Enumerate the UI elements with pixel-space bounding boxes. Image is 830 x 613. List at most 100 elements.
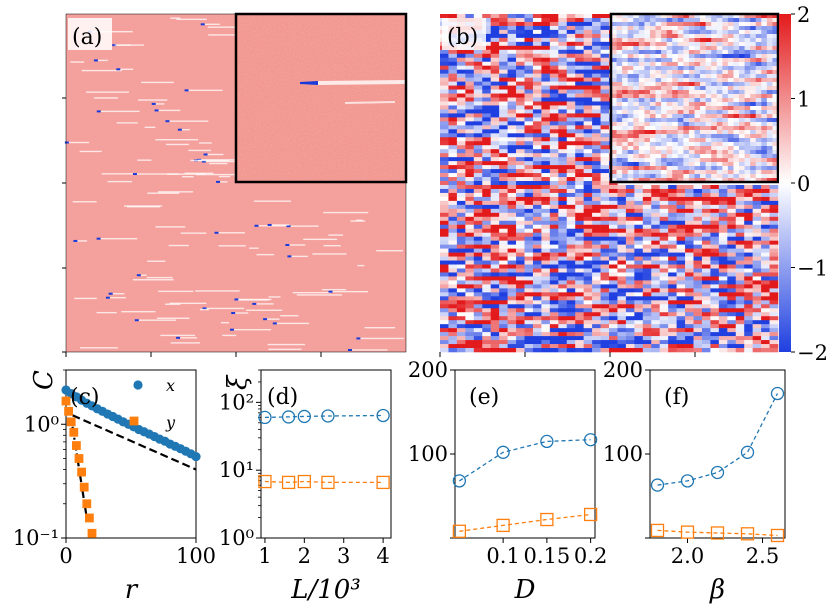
inset-a-blue-streak: [300, 81, 318, 85]
data-point-x: [297, 409, 311, 424]
colorbar-tick-label: −2: [797, 341, 828, 365]
data-point-x: [496, 445, 510, 459]
fit-line-dashed: [72, 414, 197, 471]
panel-b-heatmap: (b) 2 1 0 −1 −2: [439, 3, 828, 365]
data-point-y: [376, 475, 390, 490]
x-tick-label: 0.15: [523, 544, 570, 568]
x-tick-label: 4: [376, 544, 389, 568]
inset-b-frame: [609, 12, 780, 184]
x-axis-label: r: [125, 575, 139, 605]
data-point-x: [770, 386, 785, 401]
data-point-y: [452, 524, 467, 538]
panel-a-streaks: [64, 17, 404, 351]
data-point-y: [69, 427, 79, 437]
colorbar-tick-label: 0: [797, 172, 810, 196]
x-tick-label: 2.5: [746, 544, 779, 568]
x-tick-label: 3: [337, 544, 350, 568]
series-line-x: [657, 393, 779, 486]
y-axis-label: ξ: [223, 374, 253, 390]
data-point-y: [64, 406, 73, 416]
colorbar-tick-label: 2: [797, 3, 810, 27]
panel-b-inset-cells: [611, 14, 779, 183]
x-tick-label: 2: [298, 544, 311, 568]
data-point-x: [650, 478, 665, 492]
panel-a-label: (a): [72, 25, 102, 50]
data-point-x: [583, 433, 598, 447]
panel-f-label: (f): [664, 385, 689, 410]
y-tick-label: 10⁰: [24, 412, 59, 436]
data-point-x: [321, 409, 335, 423]
panel-c-correlation: 0 100 10⁰ 10⁻¹ (c) r C xy: [13, 369, 216, 605]
y-tick-label: 100: [408, 442, 448, 466]
legend-marker-y: [129, 416, 139, 426]
data-point-y: [72, 441, 81, 450]
data-point-y: [770, 528, 785, 543]
data-point-x: [281, 410, 296, 424]
data-point-y: [79, 482, 89, 492]
panel-d-xi-vs-L: 1 2 3 4 10⁰ 10¹ 10² (d) L/10³ ξ: [219, 369, 392, 605]
series-line-y: [264, 480, 384, 484]
colorbar-tick-label: −1: [797, 257, 828, 281]
y-tick-label: 100: [603, 442, 643, 466]
data-point-y: [77, 467, 86, 477]
data-point-y: [297, 474, 311, 489]
y-tick-label: 200: [408, 358, 448, 382]
data-point-y: [258, 474, 272, 489]
panel-a-heatmap: (a): [62, 12, 408, 357]
y-tick-label: 200: [603, 358, 643, 382]
data-point-y: [740, 527, 755, 541]
data-point-y: [74, 454, 84, 463]
data-point-y: [583, 507, 598, 522]
y-axis-label: C: [29, 370, 59, 390]
data-point-y: [680, 525, 695, 539]
legend-label-y: y: [165, 413, 176, 432]
data-point-x: [258, 410, 272, 425]
x-tick-label: 100: [176, 544, 216, 568]
series-line-y: [657, 529, 778, 537]
legend-marker-x: [133, 380, 143, 390]
panel-e-label: (e): [469, 385, 499, 410]
y-tick-label: 10²: [219, 390, 254, 414]
y-tick-label: 10⁻¹: [13, 526, 59, 550]
data-point-y: [87, 528, 97, 538]
x-tick-label: 0.2: [574, 544, 607, 568]
data-point-y: [321, 475, 335, 490]
data-point-y: [281, 475, 296, 490]
data-point-x: [740, 445, 755, 459]
panel-c-label: (c): [70, 385, 100, 410]
data-point-y: [710, 526, 725, 540]
y-tick-label: 10¹: [219, 458, 254, 482]
panel-d-label: (d): [267, 385, 298, 410]
series-line-x: [459, 439, 591, 482]
panel-b-label: (b): [447, 25, 478, 50]
data-point-x: [710, 465, 725, 480]
data-point-x: [376, 408, 390, 423]
x-tick-label: 2.0: [671, 544, 704, 568]
data-point-x: [452, 474, 467, 488]
x-axis-label: D: [514, 575, 536, 605]
panel-f-xi-vs-beta: 2.0 2.5 100 200 (f) β: [603, 358, 786, 605]
panel-e-xi-vs-D: 0.1 0.15 0.2 100 200 (e) D: [408, 358, 607, 605]
data-point-y: [61, 396, 71, 406]
data-point-y: [540, 512, 554, 527]
y-tick-label: 10⁰: [219, 526, 254, 550]
data-point-x: [540, 434, 554, 449]
data-point-y: [85, 513, 94, 523]
data-point-y: [496, 518, 510, 533]
x-axis-label: L/10³: [290, 575, 361, 605]
colorbar-ticks: 2 1 0 −1 −2: [791, 3, 828, 365]
colorbar-tick-label: 1: [797, 88, 810, 112]
data-point-y: [66, 417, 76, 427]
series-line-y: [459, 513, 591, 532]
x-tick-label: 0.1: [486, 544, 519, 568]
data-point-y: [650, 523, 665, 538]
data-point-x: [191, 451, 201, 462]
data-point-x: [680, 474, 695, 488]
x-axis-label: β: [709, 575, 725, 605]
panel-a-axis-ticks: [62, 97, 322, 357]
colorbar: [779, 14, 791, 352]
data-point-y: [82, 499, 92, 509]
plot-frame: [260, 369, 392, 539]
legend-label-x: x: [166, 376, 175, 395]
